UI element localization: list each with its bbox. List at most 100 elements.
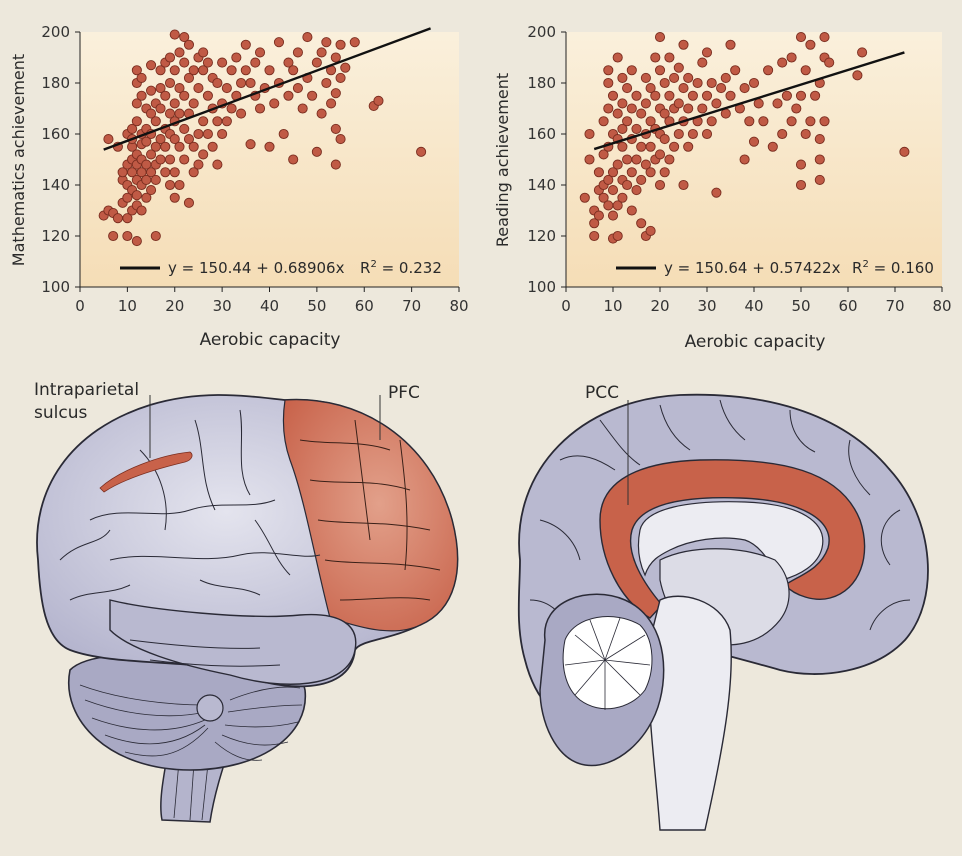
x-ticks: 0 10 20 30 40 50 60 70 80 bbox=[561, 287, 952, 315]
data-point bbox=[150, 230, 161, 242]
data-point bbox=[795, 159, 807, 170]
x-tick-label: 10 bbox=[118, 297, 137, 315]
data-point bbox=[160, 141, 171, 152]
data-point bbox=[202, 128, 213, 140]
data-point bbox=[188, 65, 199, 76]
data-point bbox=[701, 90, 713, 101]
x-tick-label: 50 bbox=[791, 297, 810, 315]
x-tick-label: 60 bbox=[838, 297, 857, 315]
data-point bbox=[622, 154, 633, 165]
data-point bbox=[169, 134, 180, 145]
y-tick-label: 100 bbox=[41, 278, 70, 296]
temporal-lobe bbox=[109, 599, 357, 685]
data-point bbox=[311, 57, 322, 68]
data-point bbox=[593, 210, 604, 221]
data-point bbox=[659, 108, 670, 119]
data-point bbox=[748, 77, 760, 89]
x-tick-label: 20 bbox=[650, 297, 669, 315]
data-point bbox=[349, 37, 360, 48]
pfc-region bbox=[282, 399, 459, 632]
x-axis-label: Aerobic capacity bbox=[200, 330, 341, 350]
x-axis-label: Aerobic capacity bbox=[685, 332, 826, 352]
data-point bbox=[221, 116, 232, 127]
data-point bbox=[899, 146, 910, 157]
data-point bbox=[136, 72, 147, 83]
y-tick-label: 200 bbox=[527, 23, 556, 41]
data-point bbox=[683, 141, 694, 152]
data-point bbox=[664, 52, 675, 63]
x-tick-label: 0 bbox=[75, 297, 85, 315]
data-point bbox=[131, 116, 142, 127]
data-point bbox=[664, 154, 675, 165]
data-point bbox=[640, 159, 651, 170]
data-point bbox=[654, 32, 666, 43]
data-point bbox=[179, 154, 190, 165]
y-tick-label: 180 bbox=[41, 74, 70, 92]
x-tick-label: 40 bbox=[260, 297, 279, 315]
y-tick-label: 100 bbox=[527, 278, 556, 296]
data-point bbox=[174, 141, 185, 152]
data-point bbox=[645, 141, 656, 152]
data-point bbox=[155, 83, 166, 94]
data-point bbox=[612, 159, 623, 170]
points-layer bbox=[98, 29, 427, 247]
r-squared: R2 = 0.232 bbox=[360, 259, 442, 277]
data-point bbox=[631, 90, 642, 101]
data-point bbox=[852, 70, 863, 81]
data-point bbox=[169, 167, 180, 178]
data-point bbox=[188, 98, 199, 109]
data-point bbox=[612, 230, 623, 242]
data-point bbox=[146, 149, 157, 160]
data-point bbox=[664, 90, 675, 101]
data-point bbox=[607, 167, 619, 178]
data-point bbox=[212, 159, 223, 170]
data-point bbox=[231, 52, 242, 63]
data-point bbox=[739, 154, 750, 165]
data-point bbox=[584, 154, 595, 165]
data-point bbox=[636, 174, 647, 185]
data-point bbox=[146, 85, 157, 96]
data-point bbox=[307, 90, 318, 101]
data-point bbox=[131, 236, 142, 247]
data-point bbox=[753, 98, 764, 109]
data-point bbox=[814, 154, 825, 165]
data-point bbox=[254, 47, 266, 58]
data-point bbox=[146, 185, 157, 196]
x-tick-label: 80 bbox=[449, 297, 468, 315]
y-tick-label: 120 bbox=[41, 227, 70, 245]
y-tick-label: 140 bbox=[41, 176, 70, 194]
data-point bbox=[198, 47, 209, 58]
data-point bbox=[622, 179, 633, 191]
data-point bbox=[302, 32, 313, 43]
data-point bbox=[617, 192, 628, 203]
data-point bbox=[603, 200, 614, 211]
fit-equation: y = 150.44 + 0.68906x bbox=[168, 259, 345, 277]
data-point bbox=[739, 83, 750, 94]
data-point bbox=[311, 146, 322, 157]
data-point bbox=[711, 98, 722, 109]
data-point bbox=[622, 116, 633, 127]
data-point bbox=[711, 187, 722, 198]
data-point bbox=[112, 213, 123, 224]
data-point bbox=[777, 57, 788, 68]
arbor-branches bbox=[564, 617, 651, 710]
data-point bbox=[245, 139, 256, 150]
data-point bbox=[330, 123, 341, 134]
data-point bbox=[373, 95, 384, 106]
data-point bbox=[150, 116, 161, 127]
data-point bbox=[617, 141, 628, 152]
data-point bbox=[650, 90, 661, 101]
data-point bbox=[240, 65, 251, 76]
data-point bbox=[767, 141, 778, 152]
data-point bbox=[122, 230, 133, 242]
data-point bbox=[212, 77, 223, 89]
x-tick-label: 10 bbox=[603, 297, 622, 315]
data-point bbox=[335, 134, 346, 145]
data-point bbox=[169, 192, 180, 203]
data-point bbox=[857, 47, 868, 58]
data-point bbox=[678, 83, 689, 94]
data-point bbox=[264, 141, 275, 152]
y-tick-label: 120 bbox=[527, 227, 556, 245]
data-point bbox=[179, 32, 190, 43]
pfc-sulci bbox=[299, 419, 441, 601]
